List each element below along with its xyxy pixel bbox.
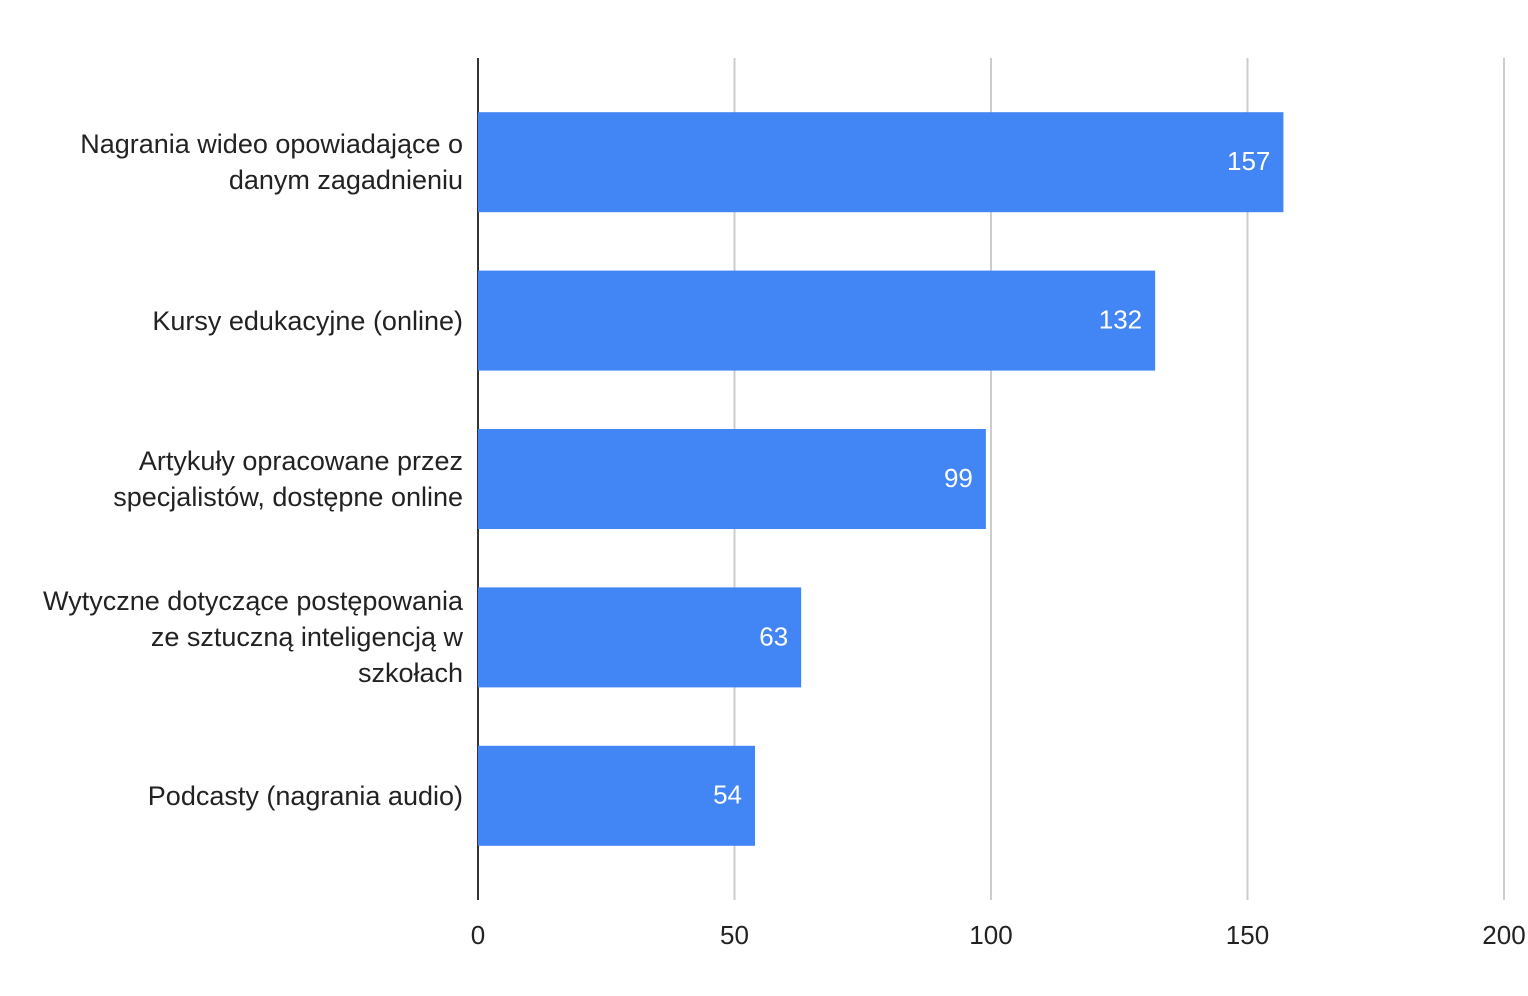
x-tick-label: 150 (1226, 920, 1269, 950)
x-tick-label: 100 (969, 920, 1012, 950)
y-tick-label: Nagrania wideo opowiadające o danym zaga… (80, 129, 463, 196)
x-tick-label: 50 (720, 920, 749, 950)
value-label: 63 (759, 621, 788, 651)
y-tick-label: Podcasty (nagrania audio) (147, 780, 463, 811)
bar (478, 587, 802, 688)
bar (478, 270, 1156, 371)
bar (478, 112, 1284, 213)
x-tick-label: 0 (471, 920, 485, 950)
value-label: 132 (1099, 304, 1142, 334)
bar (478, 745, 756, 846)
y-tick-label: Kursy edukacyjne (online) (152, 305, 463, 336)
bar (478, 429, 986, 529)
value-label: 54 (713, 780, 742, 810)
y-tick-label: Artykuły opracowane przez specjalistów, … (113, 445, 463, 512)
value-label: 99 (944, 463, 973, 493)
y-tick-label: Wytyczne dotyczące postępowania ze sztuc… (43, 586, 463, 689)
x-tick-label: 200 (1482, 920, 1525, 950)
value-label: 157 (1227, 146, 1270, 176)
